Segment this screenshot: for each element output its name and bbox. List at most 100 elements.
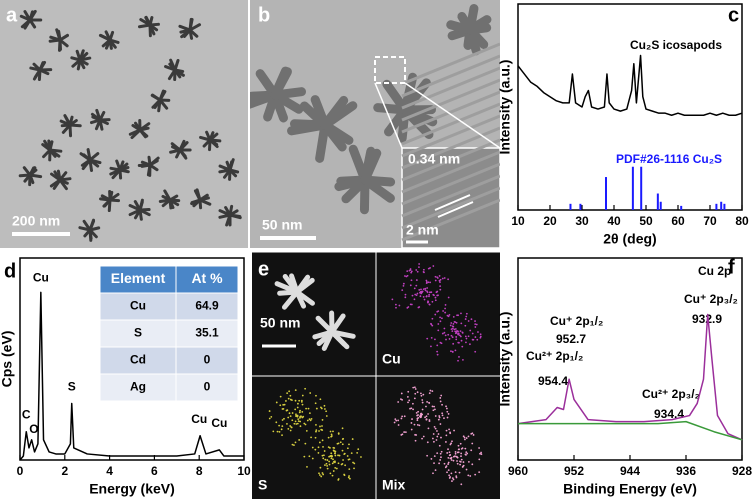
scale-label: 200 nm xyxy=(12,213,60,229)
element-signal xyxy=(391,298,394,301)
element-signal xyxy=(437,418,440,421)
element-signal xyxy=(423,298,426,301)
element-signal xyxy=(268,410,271,412)
element-signal xyxy=(342,459,344,461)
element-signal xyxy=(330,435,333,437)
element-signal xyxy=(474,336,477,338)
zoom-box xyxy=(374,56,406,84)
element-signal xyxy=(476,338,479,341)
element-signal xyxy=(303,455,306,458)
peak-value: 934.4 xyxy=(654,407,684,421)
element-signal xyxy=(331,455,333,458)
element-signal xyxy=(460,458,463,461)
element-signal xyxy=(437,294,439,297)
x-tick-label: 80 xyxy=(735,214,749,228)
nanostructure xyxy=(178,24,192,32)
nanostructure xyxy=(20,18,32,29)
element-signal xyxy=(445,405,447,408)
element-signal xyxy=(465,337,468,340)
nanostructure xyxy=(49,178,62,188)
element-signal xyxy=(444,334,447,337)
element-signal xyxy=(472,434,475,436)
element-signal xyxy=(443,462,446,465)
nanostructure xyxy=(163,189,172,202)
element-signal xyxy=(445,434,448,437)
element-signal xyxy=(452,342,455,345)
table-cell xyxy=(99,346,177,375)
element-signal xyxy=(307,407,310,410)
element-signal xyxy=(315,430,317,433)
element-signal xyxy=(428,295,430,298)
table-cell xyxy=(175,319,239,348)
element-signal xyxy=(416,423,419,426)
element-signal xyxy=(289,425,292,427)
element-signal xyxy=(408,269,411,272)
element-signal xyxy=(446,452,449,454)
element-signal xyxy=(395,306,397,309)
element-signal xyxy=(407,390,410,393)
element-signal xyxy=(434,275,437,278)
nanostructure xyxy=(312,329,335,340)
element-signal xyxy=(444,304,447,306)
element-signal xyxy=(431,437,434,440)
element-signal xyxy=(325,410,328,413)
element-signal xyxy=(427,300,430,303)
element-signal xyxy=(461,345,464,348)
peak-label: S xyxy=(68,379,76,393)
element-signal xyxy=(424,287,427,290)
nanostructure xyxy=(108,192,120,202)
element-signal xyxy=(404,296,407,299)
element-signal xyxy=(332,446,335,449)
spectrum-line xyxy=(517,313,743,441)
element-signal xyxy=(289,394,292,397)
element-signal xyxy=(451,336,454,339)
element-signal xyxy=(337,478,340,480)
element-signal xyxy=(438,462,441,465)
element-signal xyxy=(437,323,440,325)
element-signal xyxy=(443,417,445,420)
element-signal xyxy=(453,328,456,331)
element-signal xyxy=(297,420,300,422)
element-signal xyxy=(422,288,425,291)
y-axis-label: Intensity (a.u.) xyxy=(497,60,513,155)
element-signal xyxy=(309,392,312,394)
element-signal xyxy=(288,390,291,393)
nanostructure xyxy=(88,226,101,232)
element-signal xyxy=(465,312,468,315)
element-signal xyxy=(279,404,282,407)
element-signal xyxy=(304,387,307,390)
peak-label: Cu²⁺ 2p₁/₂ xyxy=(526,349,583,363)
element-signal xyxy=(467,435,470,438)
element-signal xyxy=(286,392,289,395)
nanostructure xyxy=(320,101,358,130)
element-signal xyxy=(444,307,446,310)
element-signal xyxy=(303,422,306,425)
peak-label: Cu⁺ 2p₃/₂ xyxy=(684,292,738,306)
element-signal xyxy=(398,304,401,307)
element-signal xyxy=(301,403,304,406)
element-signal xyxy=(346,455,349,457)
element-signal xyxy=(464,318,467,320)
element-signal xyxy=(461,331,464,334)
lattice-label: 0.34 nm xyxy=(408,151,460,167)
element-signal xyxy=(427,427,430,430)
element-signal xyxy=(321,472,324,474)
element-signal xyxy=(439,423,442,425)
nanostructure xyxy=(195,188,202,202)
element-signal xyxy=(456,330,459,333)
micrograph-e xyxy=(252,252,500,499)
element-signal xyxy=(423,271,425,274)
element-signal xyxy=(424,416,426,419)
nanostructure xyxy=(28,168,38,177)
element-signal xyxy=(460,312,462,315)
nanostructure xyxy=(329,313,346,335)
element-signal xyxy=(449,431,451,434)
peak-label: C xyxy=(22,408,31,422)
element-signal xyxy=(281,408,284,410)
nanostructure xyxy=(78,56,92,62)
scale-label: 50 nm xyxy=(262,217,302,233)
lattice-fringe xyxy=(401,126,500,170)
element-signal xyxy=(421,401,424,404)
element-signal xyxy=(428,392,431,395)
element-signal xyxy=(280,428,283,431)
